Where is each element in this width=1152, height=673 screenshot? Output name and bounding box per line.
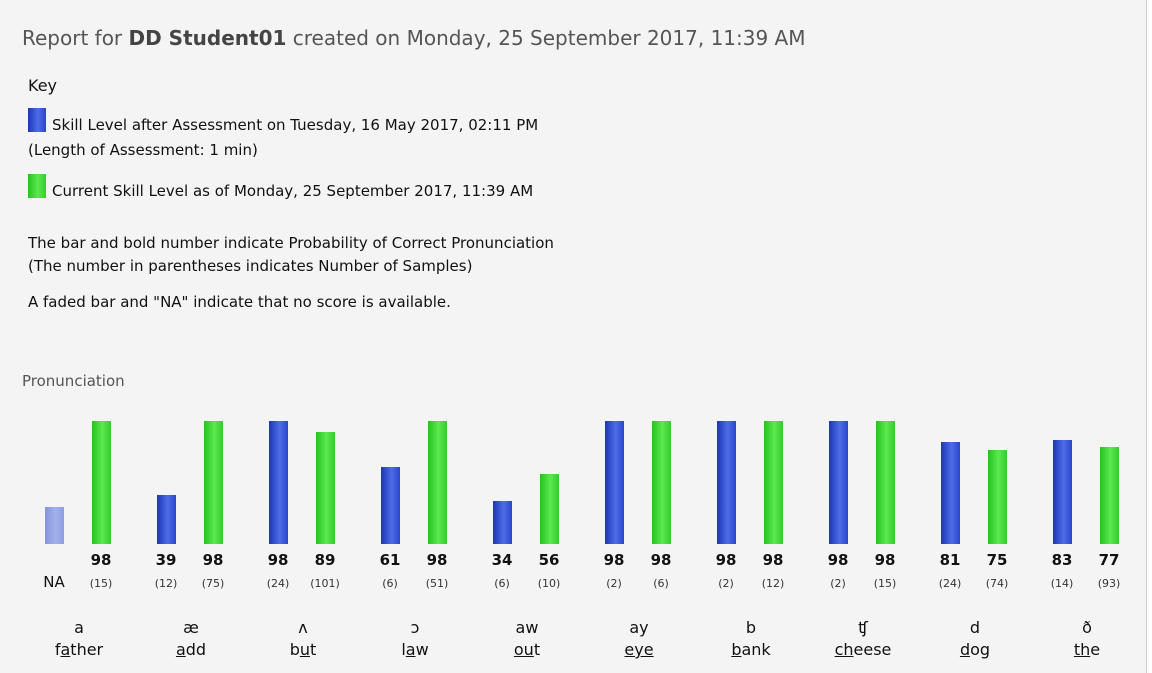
assessment-samples: (24) <box>938 577 962 590</box>
phoneme-symbol: a <box>74 618 84 637</box>
assessment-score: 61 <box>379 551 401 569</box>
assessment-samples: (2) <box>718 577 734 590</box>
current-bar <box>204 421 223 544</box>
phoneme-symbol: ʌ <box>298 618 308 637</box>
assessment-bar <box>45 507 64 544</box>
example-word: the <box>1073 640 1101 659</box>
assessment-samples: (6) <box>382 577 398 590</box>
assessment-score: 98 <box>603 551 625 569</box>
phoneme-symbol: d <box>969 618 981 637</box>
example-word: dog <box>959 640 991 659</box>
example-word: add <box>175 640 207 659</box>
current-bar <box>540 474 559 544</box>
current-swatch <box>28 174 46 198</box>
key-assessment-label: Skill Level after Assessment on Tuesday,… <box>52 116 539 134</box>
assessment-samples: (12) <box>154 577 178 590</box>
report-title-suffix: created on Monday, 25 September 2017, 11… <box>286 26 806 50</box>
current-bar <box>652 421 671 544</box>
assessment-bar <box>269 421 288 544</box>
phoneme-symbol: ʧ <box>858 618 868 637</box>
example-word: father <box>54 640 104 659</box>
current-samples: (101) <box>310 577 340 590</box>
key-note-samples: (The number in parentheses indicates Num… <box>28 257 473 275</box>
assessment-bar <box>1053 440 1072 544</box>
assessment-score: 98 <box>267 551 289 569</box>
example-word: eye <box>624 640 654 659</box>
key-assessment-length: (Length of Assessment: 1 min) <box>28 141 258 159</box>
example-word: law <box>401 640 429 659</box>
assessment-bar <box>717 421 736 544</box>
current-samples: (10) <box>537 577 561 590</box>
current-score: 98 <box>650 551 672 569</box>
current-samples: (6) <box>653 577 669 590</box>
phoneme-symbol: æ <box>183 618 199 637</box>
assessment-bar <box>381 467 400 544</box>
assessment-score: 81 <box>939 551 961 569</box>
assessment-bar <box>941 442 960 544</box>
example-word: bank <box>731 640 771 659</box>
assessment-samples: (2) <box>830 577 846 590</box>
current-bar <box>876 421 895 544</box>
assessment-bar <box>829 421 848 544</box>
assessment-score: 39 <box>155 551 177 569</box>
current-samples: (12) <box>761 577 785 590</box>
assessment-samples: (2) <box>606 577 622 590</box>
phoneme-symbol: b <box>745 618 757 637</box>
current-score: 98 <box>426 551 448 569</box>
key-note-faded: A faded bar and "NA" indicate that no sc… <box>28 293 451 311</box>
key-assessment-row: Skill Level after Assessment on Tuesday,… <box>28 108 538 136</box>
assessment-score: 83 <box>1051 551 1073 569</box>
assessment-samples: (6) <box>494 577 510 590</box>
current-score: 56 <box>538 551 560 569</box>
assessment-samples: (24) <box>266 577 290 590</box>
report-title: Report for DD Student01 created on Monda… <box>22 26 806 50</box>
current-samples: (15) <box>89 577 113 590</box>
current-score: 98 <box>762 551 784 569</box>
current-score: 98 <box>202 551 224 569</box>
assessment-score: 34 <box>491 551 513 569</box>
assessment-score: 98 <box>715 551 737 569</box>
current-bar <box>1100 447 1119 544</box>
phoneme-symbol: ɔ <box>410 618 420 637</box>
assessment-score: 98 <box>827 551 849 569</box>
current-score: 77 <box>1098 551 1120 569</box>
current-score: 89 <box>314 551 336 569</box>
current-bar <box>316 432 335 544</box>
assessment-bar <box>605 421 624 544</box>
assessment-swatch <box>28 108 46 132</box>
key-note-bar: The bar and bold number indicate Probabi… <box>28 234 554 252</box>
assessment-bar <box>157 495 176 544</box>
current-samples: (93) <box>1097 577 1121 590</box>
assessment-score: NA <box>43 573 65 591</box>
current-samples: (74) <box>985 577 1009 590</box>
phoneme-symbol: ay <box>629 618 649 637</box>
assessment-samples: (14) <box>1050 577 1074 590</box>
current-samples: (15) <box>873 577 897 590</box>
example-word: but <box>289 640 317 659</box>
phoneme-symbol: aw <box>515 618 539 637</box>
phoneme-symbol: ð <box>1082 618 1092 637</box>
key-current-row: Current Skill Level as of Monday, 25 Sep… <box>28 174 533 202</box>
current-score: 98 <box>874 551 896 569</box>
assessment-bar <box>493 501 512 544</box>
student-name: DD Student01 <box>128 26 287 50</box>
current-bar <box>988 450 1007 544</box>
current-score: 98 <box>90 551 112 569</box>
current-samples: (75) <box>201 577 225 590</box>
current-samples: (51) <box>425 577 449 590</box>
example-word: cheese <box>834 640 892 659</box>
current-bar <box>764 421 783 544</box>
current-bar <box>92 421 111 544</box>
section-title: Pronunciation <box>22 372 125 390</box>
key-title: Key <box>28 76 58 95</box>
key-current-label: Current Skill Level as of Monday, 25 Sep… <box>52 182 534 200</box>
example-word: out <box>513 640 541 659</box>
report-title-prefix: Report for <box>22 26 129 50</box>
current-bar <box>428 421 447 544</box>
pronunciation-chart: NA 98 (15) a father 39 (12) 98 (75) æ add 98 (24) 89 (… <box>0 400 1147 673</box>
current-score: 75 <box>986 551 1008 569</box>
